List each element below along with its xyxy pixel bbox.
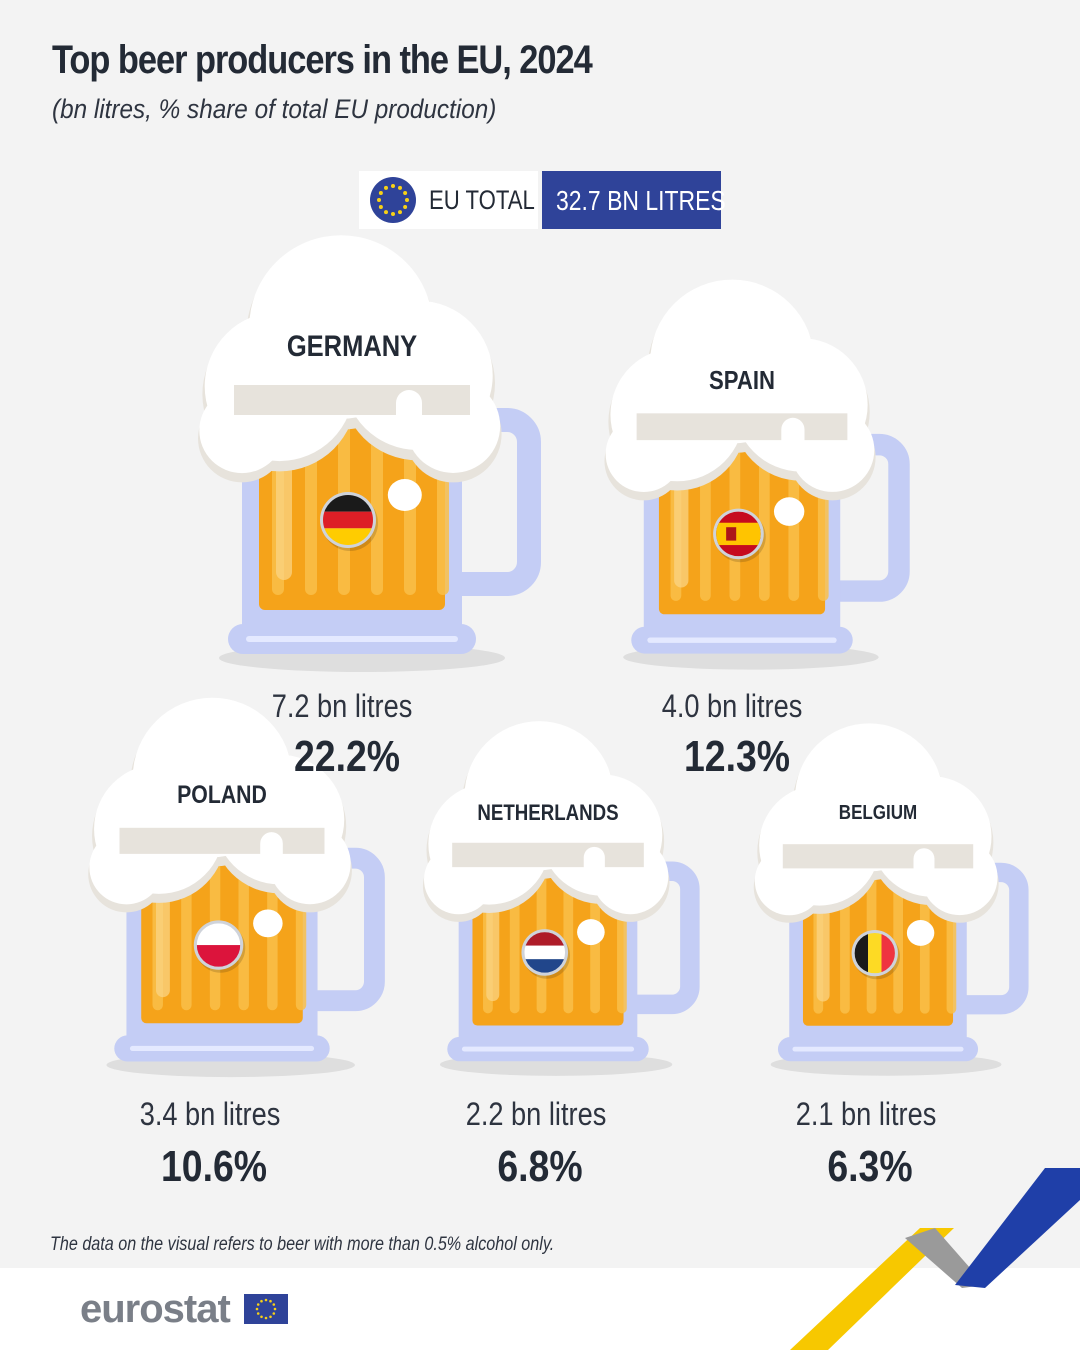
litres-value-netherlands: 2.2 bn litres bbox=[465, 1096, 607, 1132]
share-value-germany: 22.2% bbox=[293, 732, 401, 781]
beer-mug-germany bbox=[198, 235, 541, 672]
country-name-poland: POLAND bbox=[177, 780, 267, 809]
chart-subtitle: (bn litres, % share of total EU producti… bbox=[52, 94, 497, 124]
eu-total-label: EU TOTAL bbox=[429, 185, 535, 215]
litres-value-belgium: 2.1 bn litres bbox=[795, 1096, 937, 1132]
share-value-spain: 12.3% bbox=[683, 732, 791, 781]
eu-total-value-box: 32.7 BN LITRES bbox=[542, 171, 726, 229]
country-name-belgium: BELGIUM bbox=[838, 802, 918, 825]
eu-total-value: 32.7 BN LITRES bbox=[556, 185, 726, 216]
footnote: The data on the visual refers to beer wi… bbox=[50, 1234, 555, 1255]
litres-value-germany: 7.2 bn litres bbox=[271, 688, 413, 724]
litres-value-spain: 4.0 bn litres bbox=[661, 688, 803, 724]
chart-title: Top beer producers in the EU, 2024 bbox=[52, 38, 593, 82]
share-value-netherlands: 6.8% bbox=[497, 1142, 583, 1191]
eu-flag-icon bbox=[370, 177, 416, 223]
country-name-netherlands: NETHERLANDS bbox=[477, 799, 619, 825]
country-name-germany: GERMANY bbox=[286, 330, 418, 364]
country-name-spain: SPAIN bbox=[709, 364, 775, 395]
share-value-poland: 10.6% bbox=[160, 1142, 268, 1191]
litres-value-poland: 3.4 bn litres bbox=[139, 1096, 281, 1132]
share-value-belgium: 6.3% bbox=[827, 1142, 913, 1191]
eu-flag-icon bbox=[244, 1294, 288, 1324]
eurostat-logo-text: eurostat bbox=[80, 1287, 231, 1331]
beer-mug-spain bbox=[604, 279, 910, 670]
eu-total-box: EU TOTAL bbox=[359, 171, 538, 229]
